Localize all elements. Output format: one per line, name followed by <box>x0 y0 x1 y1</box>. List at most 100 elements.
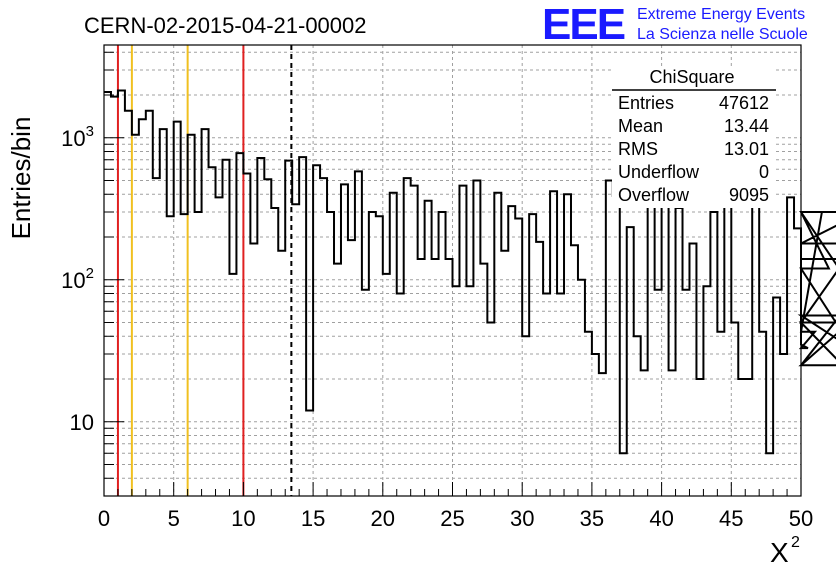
histogram-bin <box>404 178 411 496</box>
histogram-bin <box>334 264 341 496</box>
histogram-bin <box>459 186 466 496</box>
histogram-bin <box>655 290 662 496</box>
histogram-bin <box>278 251 285 496</box>
x-tick-label: 35 <box>580 506 604 531</box>
y-tick-label-exp: 3 <box>86 123 94 140</box>
histogram-bin <box>292 204 299 496</box>
x-tick-label: 45 <box>719 506 743 531</box>
histogram-bin <box>355 171 362 496</box>
histogram-bin <box>773 297 780 496</box>
x-tick-label: 40 <box>649 506 673 531</box>
histogram-bin <box>383 274 390 496</box>
histogram-bin <box>543 294 550 496</box>
x-tick-label: 5 <box>168 506 180 531</box>
x-tick-label: 15 <box>301 506 325 531</box>
stats-row-value: 0 <box>759 162 769 182</box>
histogram-bin <box>432 259 439 496</box>
histogram-bin <box>766 453 773 496</box>
histogram-bin <box>446 259 453 496</box>
histogram-bin <box>515 219 522 496</box>
histogram-bin <box>508 206 515 496</box>
y-tick-label: 10 <box>70 410 94 435</box>
x-tick-label: 25 <box>440 506 464 531</box>
histogram-bin <box>111 97 118 496</box>
stats-row-label: Overflow <box>618 185 690 205</box>
x-tick-label: 20 <box>371 506 395 531</box>
histogram-bin <box>418 259 425 496</box>
stats-row-value: 47612 <box>719 93 769 113</box>
histogram-bin <box>153 178 160 496</box>
histogram-bin <box>132 135 139 496</box>
eee-logo: EEE Extreme Energy Events La Scienza nel… <box>542 0 808 49</box>
histogram-bin <box>606 181 613 496</box>
marker-lines <box>116 45 293 496</box>
y-tick-label-base: 10 <box>61 126 85 151</box>
x-tick-label: 30 <box>510 506 534 531</box>
histogram-bin <box>613 196 620 496</box>
y-axis-label: Entries/bin <box>6 117 36 240</box>
stats-box: ChiSquare Entries 47612 Mean 13.44 RMS 13.01 Un… <box>612 66 776 208</box>
stats-row-value: 13.44 <box>724 116 769 136</box>
histogram-bin <box>578 280 585 496</box>
y-tick-label: 103 <box>61 123 94 151</box>
histogram-bin <box>320 178 327 496</box>
histogram-bin <box>209 167 216 496</box>
histogram-bin <box>522 336 529 496</box>
histogram-bin <box>662 196 669 496</box>
histogram-bin <box>236 153 243 496</box>
histogram-bin <box>599 373 606 496</box>
histogram-bin <box>473 181 480 496</box>
chart-title: CERN-02-2015-04-21-00002 <box>84 13 367 38</box>
histogram-bin <box>411 186 418 496</box>
histogram-bin <box>397 294 404 496</box>
logo-mark: EEE <box>542 0 625 49</box>
logo-line2: La Scienza nelle Scuole <box>637 26 808 43</box>
histogram-bin <box>731 322 738 496</box>
x-axis-label-base: X <box>770 537 789 568</box>
histogram-bin <box>216 197 223 496</box>
logo-line1: Extreme Energy Events <box>637 6 805 23</box>
histogram-bin <box>146 111 153 496</box>
histogram-bin <box>348 240 355 496</box>
histogram-bin <box>188 135 195 496</box>
histogram-bin <box>780 354 787 496</box>
histogram-bin <box>501 251 508 496</box>
y-tick-label: 102 <box>61 265 94 293</box>
x-tick-label: 50 <box>789 506 813 531</box>
histogram-bin <box>425 201 432 496</box>
histogram-bin <box>620 453 627 496</box>
x-axis-label: X 2 <box>770 534 800 568</box>
stats-row-label: RMS <box>618 139 658 159</box>
histogram-bin <box>494 193 501 496</box>
histogram-bin <box>717 332 724 496</box>
histogram-bin <box>752 202 759 496</box>
y-tick-label-exp: 2 <box>86 265 94 282</box>
x-tick-label: 10 <box>231 506 255 531</box>
histogram-bin <box>683 290 690 496</box>
histogram-bin <box>257 158 264 496</box>
stats-row-label: Mean <box>618 116 663 136</box>
histogram-bin <box>299 157 306 496</box>
histogram-bin <box>571 245 578 496</box>
stats-row-value: 9095 <box>729 185 769 205</box>
histogram-bin <box>564 194 571 496</box>
histogram-bin <box>139 119 146 496</box>
histogram-bin <box>222 160 229 496</box>
histogram-bin <box>627 227 634 496</box>
histogram-bin <box>160 129 167 496</box>
stats-row-label: Underflow <box>618 162 700 182</box>
histogram-bin <box>174 122 181 496</box>
histogram-bin <box>759 332 766 496</box>
histogram-bin <box>362 290 369 496</box>
histogram-bin <box>480 264 487 496</box>
histogram-bin <box>229 274 236 496</box>
stats-title: ChiSquare <box>649 67 734 87</box>
stats-row-value: 13.01 <box>724 139 769 159</box>
histogram-bin <box>585 332 592 496</box>
histogram-bin <box>313 165 320 496</box>
histogram-bin <box>557 294 564 496</box>
stats-row-label: Entries <box>618 93 674 113</box>
histogram-bin <box>648 199 655 496</box>
histogram-bin <box>641 370 648 496</box>
